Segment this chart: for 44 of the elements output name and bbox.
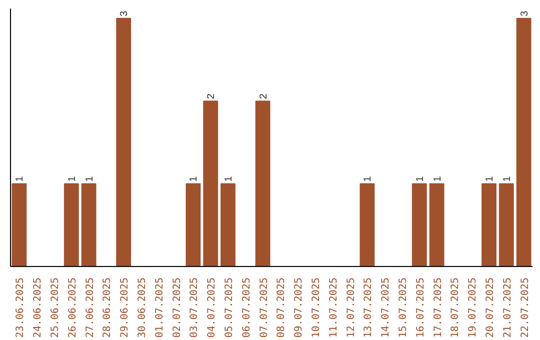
- data-label: 1: [414, 176, 426, 182]
- x-tick-label: 26.06.2025: [67, 277, 78, 338]
- data-label: 1: [66, 176, 78, 182]
- x-tick-label: 18.07.2025: [450, 277, 462, 338]
- data-label: 3: [519, 10, 530, 16]
- x-tick-label: 16.07.2025: [415, 277, 426, 338]
- x-tick-label: 07.07.2025: [258, 277, 270, 338]
- x-tick-label: 19.07.2025: [468, 277, 479, 338]
- x-tick-label: 12.07.2025: [346, 277, 357, 338]
- data-label: 1: [14, 176, 26, 182]
- data-label: 3: [119, 10, 130, 16]
- x-tick-label: 09.07.2025: [294, 277, 305, 338]
- x-tick-label: 02.07.2025: [172, 277, 183, 338]
- x-tick-label: 17.07.2025: [432, 277, 444, 338]
- x-tick-label: 25.06.2025: [50, 277, 61, 338]
- x-tick-label: 24.06.2025: [32, 277, 44, 338]
- x-tick-label: 11.07.2025: [328, 277, 340, 338]
- x-tick-label: 21.07.2025: [502, 277, 514, 338]
- data-label: 1: [484, 176, 496, 182]
- x-tick-label: 06.07.2025: [241, 277, 252, 338]
- data-label: 1: [84, 176, 96, 182]
- x-tick-label: 29.06.2025: [120, 277, 131, 338]
- data-label: 1: [188, 176, 200, 182]
- x-tick-label: 20.07.2025: [485, 277, 496, 338]
- x-tick-label: 08.07.2025: [276, 277, 288, 338]
- x-tick-label: 28.06.2025: [102, 277, 114, 338]
- data-label: 2: [258, 93, 270, 100]
- x-tick-label: 23.06.2025: [15, 277, 26, 338]
- data-label: 1: [224, 176, 234, 182]
- x-tick-label: 01.07.2025: [154, 277, 166, 338]
- data-label: 1: [432, 176, 444, 182]
- data-label: 1: [502, 176, 513, 182]
- x-tick-label: 03.07.2025: [189, 277, 200, 338]
- x-tick-label: 04.07.2025: [206, 277, 218, 338]
- x-tick-label: 30.06.2025: [137, 277, 148, 338]
- x-tick-label: 05.07.2025: [224, 277, 235, 338]
- x-tick-label: 22.07.2025: [520, 277, 531, 338]
- x-tick-label: 13.07.2025: [363, 277, 374, 338]
- x-tick-label: 15.07.2025: [398, 277, 409, 338]
- x-tick-label: 27.06.2025: [84, 277, 96, 338]
- data-label: 2: [206, 93, 218, 100]
- data-label: 1: [362, 176, 374, 182]
- x-tick-label: 14.07.2025: [380, 277, 392, 338]
- x-tick-label: 10.07.2025: [311, 277, 322, 338]
